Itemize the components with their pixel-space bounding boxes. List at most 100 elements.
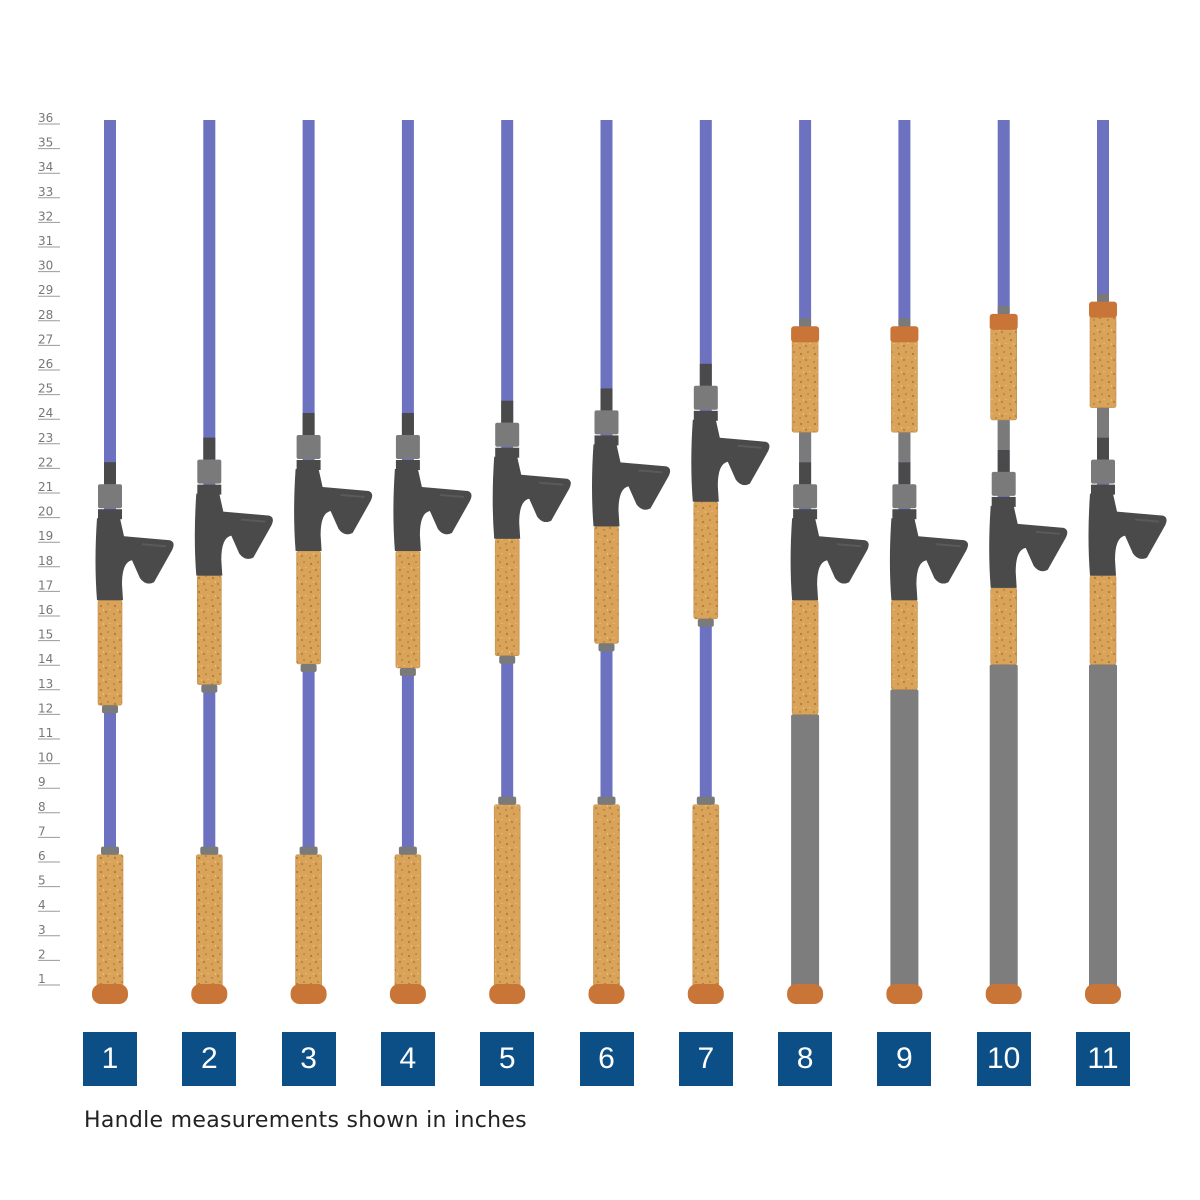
rod-2 [191,120,273,1004]
trigger-grip-lines [340,494,365,498]
reel-seat-trigger [492,456,571,539]
seat-collar [991,496,1016,507]
trigger-grip-lines [141,543,167,548]
ruler-tick-label: 5 [38,874,46,888]
ruler-tick-label: 29 [38,283,53,297]
ruler-tick-label: 31 [38,234,53,248]
cork-grip [97,599,123,706]
winding-check [200,846,219,855]
rod-label-5: 5 [480,1032,535,1086]
reel-seat-trigger [194,493,273,576]
winding-check [1097,293,1109,302]
fore-collar [1097,407,1109,438]
butt-cap [290,984,327,1004]
lock-nut [693,385,718,410]
ruler-tick-label: 33 [38,185,53,199]
cork-grip [990,327,1018,421]
cork-grip [990,587,1018,665]
butt-cap [588,984,625,1004]
seat-collar [892,509,917,520]
gray-butt [989,664,1018,987]
winding-check [799,318,812,327]
winding-check [597,796,616,805]
trigger-grip-lines [539,481,564,486]
butt-cap [787,984,824,1004]
winding-check [300,664,317,672]
ruler-tick-label: 15 [38,628,53,642]
cork-grip [692,804,720,988]
fore-grip-cap [989,313,1018,330]
reel-seat-trigger [294,469,373,551]
thread-collar [302,413,315,435]
trigger-grip-lines [1035,530,1060,535]
ruler-tick-label: 28 [38,308,53,322]
ruler-tick-label: 17 [38,578,53,592]
thread-collar [699,363,712,386]
trigger-grip-lines [837,543,862,548]
winding-check [696,796,715,805]
cork-grip [791,339,819,433]
seat-collar [1091,484,1115,495]
lock-nut [991,471,1016,496]
ruler-tick-label: 4 [38,898,46,912]
trigger-grip-lines [241,518,266,523]
ruler-tick-label: 9 [38,775,46,789]
lock-nut [197,459,222,484]
reel-seat-trigger [1088,493,1167,576]
rod-6 [588,120,671,1004]
ruler-tick-label: 20 [38,505,53,519]
rod-label-8: 8 [778,1032,833,1086]
cork-grip [891,339,918,433]
ruler-tick-label: 25 [38,382,53,396]
inch-ruler: 1234567891011121314151617181920212223242… [38,111,60,986]
reel-seat-trigger [393,469,472,551]
ruler-tick-label: 35 [38,136,53,150]
ruler-tick-label: 16 [38,603,53,617]
winding-check [697,618,714,627]
cork-grip [494,538,520,657]
trigger-grip-lines [638,469,663,474]
winding-check [499,655,516,664]
rod-3 [290,120,373,1004]
lock-nut [793,484,818,509]
fore-grip-cap [890,326,919,343]
fore-collar [997,419,1010,450]
lock-nut [1091,459,1115,484]
ruler-tick-label: 10 [38,751,53,765]
seat-collar [197,484,222,495]
ruler-tick-label: 22 [38,455,53,469]
rod-label-2: 2 [182,1032,237,1086]
winding-check [898,318,911,327]
thread-collar [401,413,414,435]
butt-cap [886,984,923,1004]
butt-cap [389,984,426,1004]
cork-grip [197,575,222,685]
thread-collar [501,400,514,423]
ruler-tick-label: 8 [38,800,46,814]
winding-check [399,668,416,676]
trigger-grip-lines [439,494,464,498]
reel-seat-trigger [790,518,869,601]
butt-cap [92,984,128,1004]
trigger-grip-lines [737,444,762,449]
butt-cap [191,984,228,1004]
cork-grip [394,854,422,988]
lock-nut [296,435,321,459]
rod-label-7: 7 [678,1032,733,1086]
ruler-tick-label: 34 [38,160,53,174]
rod-label-10: 10 [976,1032,1031,1086]
fore-grip-cap [1089,301,1117,318]
thread-collar [203,437,216,460]
rod-label-9: 9 [877,1032,932,1086]
ruler-tick-label: 27 [38,332,53,346]
fore-collar [898,432,911,463]
cork-grip [891,599,918,690]
lock-nut [395,435,420,459]
lock-nut [892,484,917,509]
seat-collar [98,509,122,520]
cork-grip [693,501,719,620]
cork-grip [493,804,521,988]
cork-grip [791,599,819,715]
winding-check [498,796,517,805]
rod-11 [1085,120,1167,1004]
